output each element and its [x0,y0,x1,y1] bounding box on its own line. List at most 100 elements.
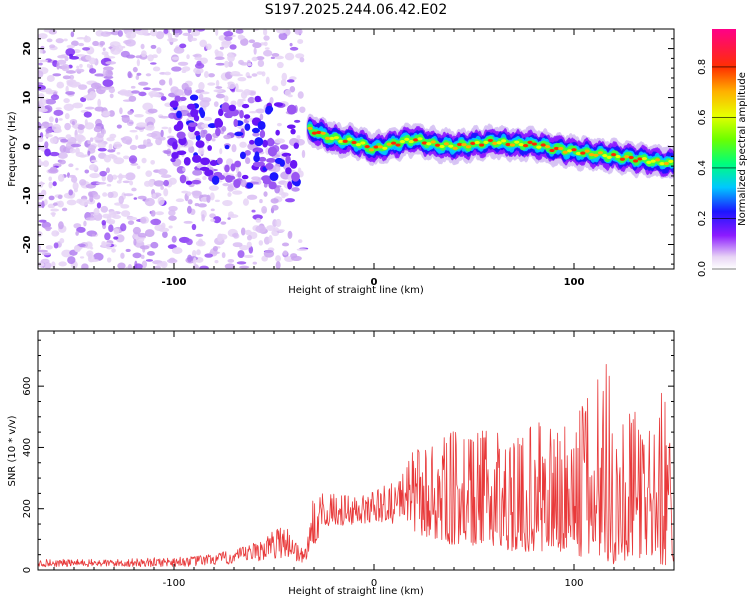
spectrogram-ridge-peak [426,142,432,146]
spectrogram-noise-blob [255,108,265,114]
spectrogram-noise-blob [84,122,95,130]
spectrogram-noise-blob [140,216,147,224]
spectrogram-noise-blob [285,155,291,165]
spectrogram-ridge-peak [496,141,502,145]
spectrogram-noise-blob [43,199,48,206]
spectrogram-noise-blob [84,106,95,110]
spectrogram-ridge-peak [549,148,555,153]
spectrogram-noise-blob [255,56,265,61]
spectrogram-y-axis-label: Frequency (Hz) [7,111,18,187]
spectrogram-noise-blob [151,54,158,59]
spectrogram-noise-blob [75,68,85,73]
spectrogram-noise-blob [255,217,262,223]
spectrogram-noise-blob [168,205,178,212]
spectrogram-ridge-peak [527,140,533,144]
spectrogram-noise-blob [69,74,75,80]
spectrogram-noise-blob [201,214,205,222]
spectrogram-noise-blob [286,124,296,129]
spectrogram-noise-blob [265,105,274,113]
spectrogram-noise-blob [258,240,264,246]
spectrogram-noise-blob [259,198,263,204]
spectrogram-noise-blob [209,159,218,167]
spectrogram-noise-blob [136,72,142,76]
spectrogram-noise-blob [123,40,132,45]
spectrogram-noise-blob [150,92,154,99]
spectrogram-noise-blob [155,31,165,40]
spectrogram-noise-blob [52,181,57,187]
spectrogram-noise-blob [131,187,137,192]
spectrogram-noise-blob [271,85,279,92]
spectrogram-noise-blob [127,71,132,79]
spectrogram-noise-blob [150,241,159,249]
spectrogram-noise-blob [176,150,187,156]
spectrogram-noise-blob [150,62,157,65]
spectrogram-noise-blob [237,250,245,259]
spectrogram-noise-blob [215,29,219,36]
spectrogram-noise-blob [130,162,139,166]
spectrogram-noise-blob [150,159,156,165]
spectrogram-noise-blob [58,118,63,121]
spectrogram-noise-blob [281,242,290,247]
spectrogram-noise-blob [219,148,223,155]
spectrogram-ridge-peak [668,159,674,163]
spectrogram-noise-blob [73,187,78,193]
spectrogram-noise-blob [247,96,256,104]
spectrogram-noise-blob [76,65,80,69]
spectrogram-x-tick-label: -100 [161,277,186,288]
spectrogram-noise-blob [181,190,189,194]
spectrogram-noise-blob [227,258,235,263]
spectrogram-noise-blob [196,249,201,256]
spectrogram-noise-blob [116,151,121,155]
spectrogram-noise-blob [245,157,251,164]
spectrogram-y-tick-label: 10 [22,91,33,105]
spectrogram-noise-blob [97,98,102,108]
spectrogram-noise-blob [146,138,151,144]
spectrogram-noise-blob [90,247,94,250]
spectrogram-noise-blob [136,165,141,170]
spectrogram-noise-blob [187,29,192,34]
spectrogram-noise-blob [215,62,226,66]
spectrogram-noise-blob [65,85,69,94]
spectrogram-noise-blob [212,216,222,224]
spectrogram-ridge-peak [408,139,414,144]
spectrogram-noise-blob [216,157,223,165]
spectrogram-ridge-peak [619,157,626,161]
spectrogram-ridge-peak [483,140,489,144]
spectrogram-noise-blob [244,149,251,156]
snr-x-axis-label: Height of straight line (km) [288,586,424,597]
spectrogram-noise-blob [140,254,145,260]
spectrogram-noise-blob [227,192,232,197]
spectrogram-noise-blob [240,227,246,236]
spectrogram-noise-blob [38,62,43,66]
spectrogram-noise-blob [243,254,254,259]
spectrogram-ridge-peak [633,159,639,163]
spectrogram-noise-blob [95,181,107,185]
spectrogram-noise-blob [297,91,304,99]
spectrogram-ridge-peak [589,152,595,157]
spectrogram-noise-blob [48,176,52,182]
spectrogram-noise-blob [160,174,172,179]
spectrogram-noise-blob [134,263,143,269]
spectrogram-noise-blob [186,54,190,60]
spectrogram-noise-blob [214,118,220,129]
spectrogram-ridge-peak [311,131,317,135]
spectrogram-ridge-peak [395,143,401,147]
spectrogram-noise-blob [41,189,47,197]
spectrogram-noise-blob [45,245,53,250]
spectrogram-noise-blob [177,61,189,66]
snr-y-ticks: 0 200 400 600 [22,339,674,573]
spectrogram-ridge-peak [386,142,392,146]
spectrogram-noise-blob [191,30,201,37]
spectrogram-ridge-peak [435,143,441,147]
spectrogram-noise-blob [217,233,228,241]
spectrogram-noise-blob [77,124,85,130]
spectrogram-noise-blob [56,81,65,89]
spectrogram-noise-blob [53,242,59,249]
spectrogram-noise-blob [224,60,229,68]
snr-y-tick-label: 600 [22,377,33,396]
spectrogram-noise-blob [43,261,52,269]
spectrogram-noise-blob [65,70,76,74]
spectrogram-noise-blob [224,263,235,269]
spectrogram-noise-blob [153,180,165,187]
spectrogram-noise-blob [264,47,270,50]
